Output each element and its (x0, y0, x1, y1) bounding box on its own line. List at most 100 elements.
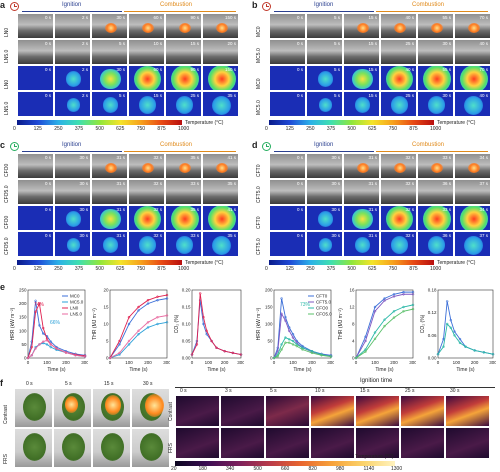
thermal-image: 55 s (417, 65, 454, 91)
x-axis-label: Time (s) (375, 367, 393, 373)
heat-spot (100, 208, 121, 230)
plant-photo (53, 428, 92, 468)
heat-spot (464, 235, 483, 255)
data-point (49, 343, 53, 346)
legend-label: CFO0 (316, 306, 328, 311)
data-point (411, 303, 415, 307)
flame (141, 163, 154, 173)
data-point (473, 349, 476, 352)
colorbar-tick: 0 (13, 266, 16, 272)
data-point (156, 298, 159, 302)
heat-spot (390, 236, 409, 254)
time-label: 70 s (479, 15, 488, 20)
data-point (127, 343, 131, 346)
data-point (291, 339, 295, 343)
time-label: 30 s (79, 233, 88, 238)
y-tick-label: 250 (19, 288, 27, 293)
flame (145, 394, 164, 417)
data-point (34, 299, 37, 303)
heat-spot (65, 211, 82, 227)
ignition-line (22, 11, 122, 12)
y-tick-label: 0.20 (182, 288, 191, 293)
data-point (195, 343, 199, 346)
panel-letter-a: a (0, 0, 6, 10)
time-label: 5 s (333, 15, 340, 20)
row-label: CFO5.0 (4, 185, 10, 203)
colorbar-tick: 250 (54, 126, 63, 132)
x-tick-label: 0 (191, 360, 194, 365)
thermal-image (220, 427, 265, 459)
panel-letter-d: d (252, 140, 258, 150)
data-point (55, 347, 58, 350)
y-tick-label: 8 (352, 322, 355, 327)
thermal-image (445, 395, 490, 427)
data-point (45, 343, 49, 346)
x-tick-label: 300 (409, 360, 416, 365)
time-label: 30 s (116, 67, 125, 72)
photo-image: 40 s (454, 39, 491, 65)
thermal-image (400, 427, 445, 459)
photo-image: 150 s (202, 13, 239, 39)
legend-label: CFT5.0 (316, 300, 332, 305)
time-label: 10 s (153, 41, 162, 46)
time-label: 31 s (368, 155, 377, 160)
data-point (373, 331, 377, 334)
heat-spot (100, 68, 121, 90)
time-label: 5 s (333, 67, 340, 72)
colorbar-tick: 180 (198, 466, 207, 472)
annotation-label: 74% (34, 302, 45, 308)
data-point (284, 336, 287, 339)
thermal-image: 0 s (17, 91, 54, 117)
heat-spot (102, 97, 119, 113)
time-label: 150 s (224, 67, 236, 72)
flame (356, 23, 369, 33)
heat-spot (464, 95, 483, 115)
colorbar-unit: Temperature (°C) (355, 454, 394, 460)
data-point (205, 329, 208, 333)
y-tick-label: 150 (265, 305, 273, 310)
data-point (137, 305, 140, 309)
y-tick-label: 10 (103, 322, 109, 327)
colorbar-tick: 500 (253, 466, 262, 472)
flame (393, 163, 406, 173)
colorbar-tick: 625 (368, 126, 377, 132)
colorbar-tick: 625 (116, 266, 125, 272)
data-point (284, 341, 287, 344)
flame (105, 395, 121, 415)
photo-image: 32 s (380, 153, 417, 179)
colorbar-tick: 500 (95, 126, 104, 132)
thermal-image (175, 395, 220, 427)
data-point (26, 356, 30, 360)
colorbar-tick: 625 (116, 126, 125, 132)
time-label: 31 s (116, 233, 125, 238)
photo-image: 15 s (165, 39, 202, 65)
data-point (127, 315, 131, 319)
data-point (329, 355, 333, 358)
data-point (239, 353, 243, 356)
row-label: MC5.0 (256, 100, 262, 115)
photo-image: 55 s (417, 13, 454, 39)
colorbar-tick: 875 (157, 266, 166, 272)
data-point (383, 318, 386, 321)
data-point (392, 310, 396, 313)
time-label: 0 s (296, 181, 303, 186)
flame (356, 163, 369, 173)
time-label: 33 s (190, 233, 199, 238)
plant (23, 393, 46, 421)
panel-letter-e: e (0, 282, 6, 292)
data-point (202, 322, 205, 326)
data-point (165, 293, 169, 297)
photo-image: 70 s (454, 13, 491, 39)
photo-image: 2 s (54, 13, 91, 39)
heat-spot (134, 66, 161, 90)
time-label: 0 s (44, 41, 51, 46)
data-point (280, 343, 283, 346)
thermal-image: 34 s (454, 205, 491, 231)
combustion-line (376, 11, 488, 12)
data-point (458, 341, 462, 345)
time-label: 25 s (405, 388, 415, 394)
time-label: 30 s (79, 155, 88, 160)
y-tick-label: 16 (349, 288, 355, 293)
colorbar-tick: 875 (409, 266, 418, 272)
photo-image: 36 s (417, 179, 454, 205)
